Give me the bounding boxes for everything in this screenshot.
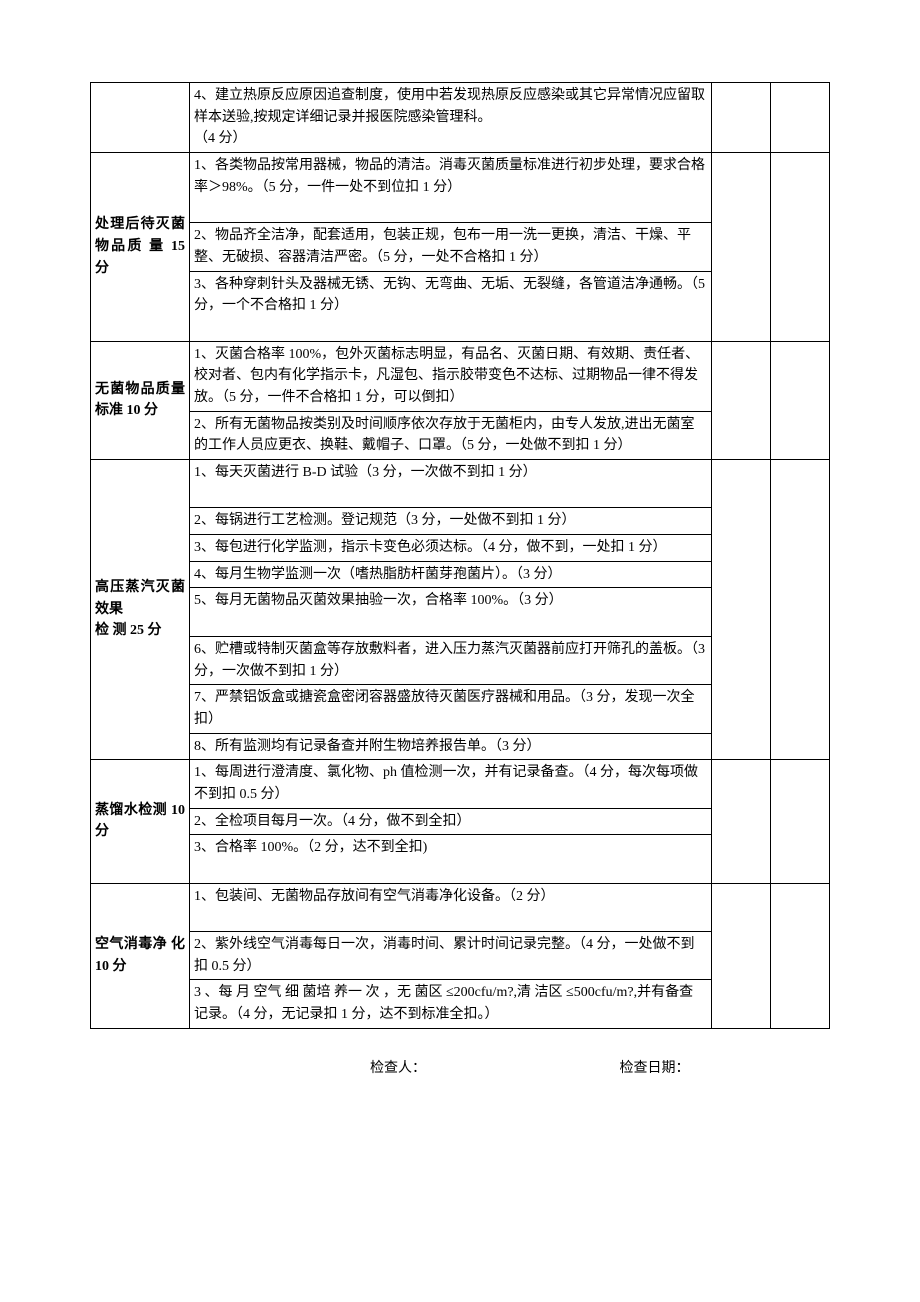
category-cell: 高压蒸汽灭菌效果检 测 25 分	[91, 460, 190, 760]
score-cell	[712, 341, 771, 459]
criteria-cell: 1、各类物品按常用器械，物品的清洁。消毒灭菌质量标准进行初步处理，要求合格率＞9…	[190, 153, 712, 223]
footer: 检查人： 检查日期：	[90, 1057, 830, 1077]
note-cell	[771, 341, 830, 459]
table-row: 4、建立热原反应原因追查制度，使用中若发现热原反应感染或其它异常情况应留取样本送…	[91, 83, 830, 153]
criteria-cell: 1、每天灭菌进行 B-D 试验（3 分，一次做不到扣 1 分）	[190, 460, 712, 508]
criteria-cell: 6、贮槽或特制灭菌盒等存放敷料者，进入压力蒸汽灭菌器前应打开筛孔的盖板。（3 分…	[190, 636, 712, 684]
score-cell	[712, 760, 771, 883]
note-cell	[771, 83, 830, 153]
note-cell	[771, 460, 830, 760]
table-row: 空气消毒净 化 10 分1、包装间、无菌物品存放间有空气消毒净化设备。（2 分）	[91, 883, 830, 931]
criteria-cell: 2、物品齐全洁净，配套适用，包装正规，包布一用一洗一更换，清洁、干燥、平整、无破…	[190, 223, 712, 271]
table-row: 高压蒸汽灭菌效果检 测 25 分1、每天灭菌进行 B-D 试验（3 分，一次做不…	[91, 460, 830, 508]
category-cell	[91, 83, 190, 153]
table-row: 处理后待灭菌物品质 量 15 分1、各类物品按常用器械，物品的清洁。消毒灭菌质量…	[91, 153, 830, 223]
criteria-cell: 1、每周进行澄清度、氯化物、ph 值检测一次，并有记录备查。（4 分，每次每项做…	[190, 760, 712, 808]
criteria-cell: 3 、每 月 空气 细 菌培 养一 次 ，无 菌区 ≤200cfu/m?,清 洁…	[190, 980, 712, 1028]
criteria-cell: 2、每锅进行工艺检测。登记规范（3 分，一处做不到扣 1 分）	[190, 508, 712, 535]
note-cell	[771, 153, 830, 342]
criteria-cell: 2、所有无菌物品按类别及时间顺序依次存放于无菌柜内，由专人发放,进出无菌室的工作…	[190, 411, 712, 459]
score-cell	[712, 153, 771, 342]
evaluation-table: 4、建立热原反应原因追查制度，使用中若发现热原反应感染或其它异常情况应留取样本送…	[90, 82, 830, 1029]
score-cell	[712, 883, 771, 1028]
criteria-cell: 2、紫外线空气消毒每日一次，消毒时间、累计时间记录完整。（4 分，一处做不到扣 …	[190, 932, 712, 980]
criteria-cell: 7、严禁铝饭盒或搪瓷盒密闭容器盛放待灭菌医疗器械和用品。（3 分，发现一次全扣）	[190, 685, 712, 733]
table-row: 无菌物品质量标准 10 分1、灭菌合格率 100%，包外灭菌标志明显，有品名、灭…	[91, 341, 830, 411]
criteria-cell: 2、全检项目每月一次。（4 分，做不到全扣）	[190, 808, 712, 835]
criteria-cell: 4、建立热原反应原因追查制度，使用中若发现热原反应感染或其它异常情况应留取样本送…	[190, 83, 712, 153]
category-cell: 处理后待灭菌物品质 量 15 分	[91, 153, 190, 342]
criteria-cell: 3、合格率 100%。（2 分，达不到全扣)	[190, 835, 712, 883]
criteria-cell: 1、包装间、无菌物品存放间有空气消毒净化设备。（2 分）	[190, 883, 712, 931]
table-row: 蒸馏水检测 10 分1、每周进行澄清度、氯化物、ph 值检测一次，并有记录备查。…	[91, 760, 830, 808]
date-label: 检查日期：	[620, 1057, 690, 1077]
note-cell	[771, 760, 830, 883]
score-cell	[712, 460, 771, 760]
category-cell: 无菌物品质量标准 10 分	[91, 341, 190, 459]
category-cell: 空气消毒净 化 10 分	[91, 883, 190, 1028]
criteria-cell: 3、每包进行化学监测，指示卡变色必须达标。（4 分，做不到，一处扣 1 分）	[190, 535, 712, 562]
criteria-cell: 4、每月生物学监测一次（嗜热脂肪杆菌芽孢菌片）。（3 分）	[190, 561, 712, 588]
inspector-label: 检查人：	[370, 1057, 426, 1077]
criteria-cell: 3、各种穿刺针头及器械无锈、无钩、无弯曲、无垢、无裂缝，各管道洁净通畅。（5 分…	[190, 271, 712, 341]
criteria-cell: 5、每月无菌物品灭菌效果抽验一次，合格率 100%。（3 分）	[190, 588, 712, 636]
criteria-cell: 1、灭菌合格率 100%，包外灭菌标志明显，有品名、灭菌日期、有效期、责任者、校…	[190, 341, 712, 411]
category-cell: 蒸馏水检测 10 分	[91, 760, 190, 883]
note-cell	[771, 883, 830, 1028]
criteria-cell: 8、所有监测均有记录备查并附生物培养报告单。（3 分）	[190, 733, 712, 760]
score-cell	[712, 83, 771, 153]
